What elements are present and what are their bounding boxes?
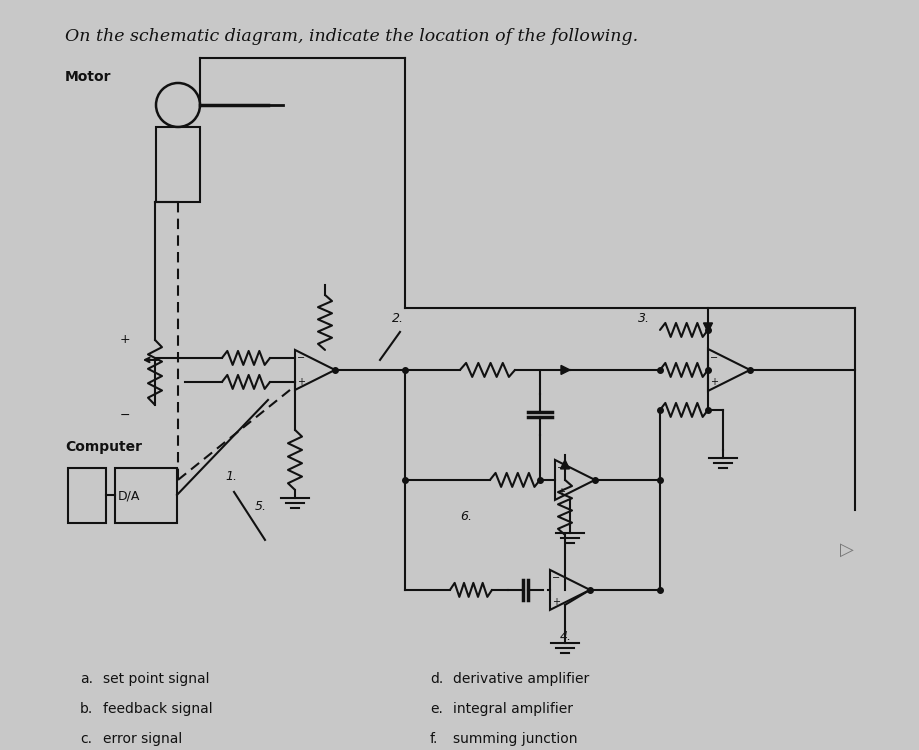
Text: derivative amplifier: derivative amplifier bbox=[452, 672, 588, 686]
Polygon shape bbox=[560, 460, 569, 469]
Text: feedback signal: feedback signal bbox=[103, 702, 212, 715]
Text: −: − bbox=[297, 353, 305, 363]
Text: 4.: 4. bbox=[560, 630, 572, 643]
Text: integral amplifier: integral amplifier bbox=[452, 702, 573, 715]
Text: −: − bbox=[556, 463, 564, 473]
Bar bbox=[68, 468, 106, 523]
Text: Computer: Computer bbox=[65, 440, 142, 454]
Text: f.: f. bbox=[429, 732, 437, 746]
Polygon shape bbox=[703, 323, 711, 332]
Text: error signal: error signal bbox=[103, 732, 182, 746]
Text: 6.: 6. bbox=[460, 510, 471, 523]
Text: +: + bbox=[709, 377, 717, 387]
Text: 3.: 3. bbox=[637, 312, 650, 325]
Text: D/A: D/A bbox=[118, 490, 141, 502]
Text: set point signal: set point signal bbox=[103, 672, 210, 686]
Polygon shape bbox=[561, 365, 570, 374]
Text: −: − bbox=[709, 353, 718, 363]
Text: 1.: 1. bbox=[225, 470, 237, 483]
Text: 2.: 2. bbox=[391, 312, 403, 325]
Text: +: + bbox=[297, 377, 305, 387]
Text: 5.: 5. bbox=[255, 500, 267, 513]
Text: +: + bbox=[119, 334, 130, 346]
Text: ▷: ▷ bbox=[839, 541, 853, 559]
Text: b.: b. bbox=[80, 702, 93, 715]
Text: e.: e. bbox=[429, 702, 442, 715]
Text: On the schematic diagram, indicate the location of the following.: On the schematic diagram, indicate the l… bbox=[65, 28, 638, 45]
Text: +: + bbox=[551, 597, 560, 607]
Text: Motor: Motor bbox=[65, 70, 111, 84]
Bar bbox=[115, 468, 176, 523]
Text: −: − bbox=[551, 573, 560, 583]
Text: a.: a. bbox=[80, 672, 93, 686]
Text: +: + bbox=[556, 487, 564, 497]
Bar bbox=[156, 127, 199, 202]
Text: −: − bbox=[119, 409, 130, 422]
Text: summing junction: summing junction bbox=[452, 732, 577, 746]
Text: c.: c. bbox=[80, 732, 92, 746]
Text: d.: d. bbox=[429, 672, 443, 686]
